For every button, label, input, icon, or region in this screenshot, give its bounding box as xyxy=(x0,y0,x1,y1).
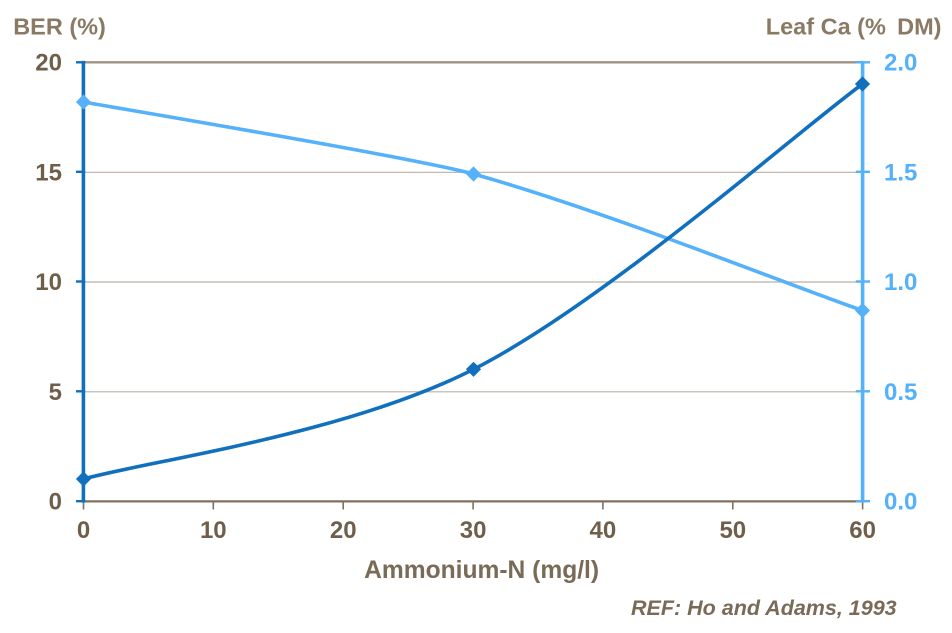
svg-text:1.5: 1.5 xyxy=(884,159,917,186)
svg-text:0.5: 0.5 xyxy=(884,379,917,406)
svg-text:10: 10 xyxy=(200,517,227,544)
svg-text:REF: Ho and Adams, 1993: REF: Ho and Adams, 1993 xyxy=(631,596,897,620)
svg-text:20: 20 xyxy=(330,517,357,544)
svg-text:0: 0 xyxy=(49,489,62,516)
svg-text:0.0: 0.0 xyxy=(884,489,917,516)
svg-text:2.0: 2.0 xyxy=(884,50,917,77)
svg-text:BER (%): BER (%) xyxy=(13,14,106,40)
svg-text:15: 15 xyxy=(35,159,62,186)
svg-text:5: 5 xyxy=(49,379,62,406)
svg-text:40: 40 xyxy=(590,517,617,544)
svg-text:1.0: 1.0 xyxy=(884,269,917,296)
svg-text:10: 10 xyxy=(35,269,62,296)
svg-text:0: 0 xyxy=(77,517,90,544)
svg-text:50: 50 xyxy=(719,517,746,544)
svg-text:60: 60 xyxy=(849,517,876,544)
svg-text:Leaf Ca (% DM): Leaf Ca (% DM) xyxy=(766,14,942,40)
svg-text:30: 30 xyxy=(460,517,487,544)
svg-text:Ammonium-N (mg/l): Ammonium-N (mg/l) xyxy=(364,557,599,584)
svg-text:20: 20 xyxy=(35,50,62,77)
